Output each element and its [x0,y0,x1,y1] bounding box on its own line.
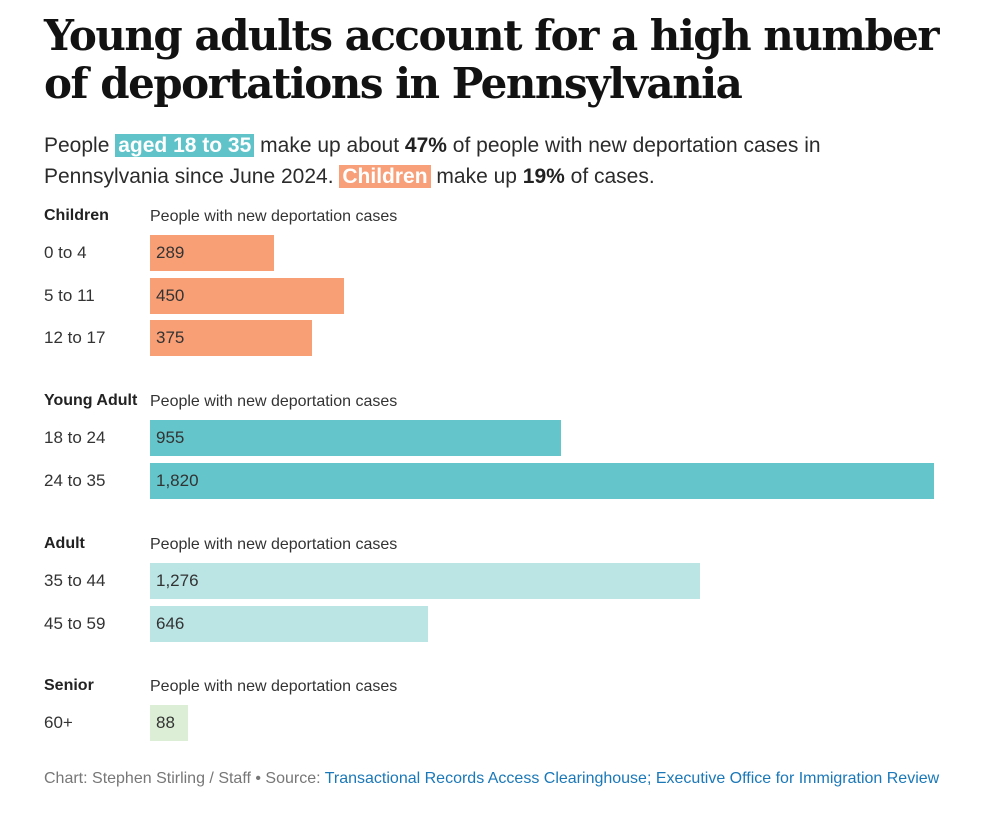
chart-footer: Chart: Stephen Stirling / Staff • Source… [44,768,944,789]
bar-24-to-35: 1,820 [150,462,934,499]
subtitle-stat-young: 47% [404,134,447,157]
bar-0-to-4: 289 [150,235,274,271]
highlight-young-adults: aged 18 to 35 [115,134,255,157]
bar-value-12-to-17: 375 [156,328,185,347]
row-label-45-to-59: 45 to 59 [44,613,106,633]
row-label-12-to-17: 12 to 17 [44,328,106,347]
bar-12-to-17: 375 [150,320,312,356]
bar-60: 88 [150,705,188,741]
row-label-24-to-35: 24 to 35 [44,470,106,490]
bar-value-0-to-4: 289 [156,243,185,262]
bar-18-to-24: 955 [150,420,561,456]
column-header-young-adult: People with new deportation cases [150,393,398,410]
column-header-children: People with new deportation cases [150,208,398,225]
row-label-18-to-24: 18 to 24 [44,428,106,447]
group-label-young-adult: Young Adult [44,392,138,409]
row-label-5-to-11: 5 to 11 [44,285,95,305]
bar-45-to-59: 646 [150,605,428,642]
bar-value-35-to-44: 1,276 [156,571,199,590]
subtitle-text-1: People [44,134,110,157]
bar-value-60: 88 [156,713,175,732]
row-label-0-to-4: 0 to 4 [44,243,87,262]
row-label-60: 60+ [44,713,73,732]
row-label-35-to-44: 35 to 44 [44,571,106,590]
subtitle-text-3: of people with new deportation cases in … [44,134,821,188]
credit-text: Chart: Stephen Stirling / Staff • Source… [44,770,321,787]
bar-35-to-44: 1,276 [150,563,700,599]
source-link[interactable]: Transactional Records Access Clearinghou… [324,770,940,787]
column-header-adult: People with new deportation cases [150,536,398,553]
subtitle-stat-children: 19% [522,165,565,188]
chart-subtitle: People aged 18 to 35 make up about 47% o… [44,130,944,192]
bar-value-18-to-24: 955 [156,428,185,447]
group-label-children: Children [44,207,109,224]
column-header-senior: People with new deportation cases [150,678,398,695]
highlight-children: Children [339,165,431,188]
bar-5-to-11: 450 [150,277,344,314]
bar-value-5-to-11: 450 [156,285,185,305]
chart-title: Young adults account for a high number o… [44,11,940,108]
group-label-adult: Adult [44,535,85,552]
group-label-senior: Senior [44,677,94,694]
subtitle-text-2: make up about [260,134,400,157]
bar-value-45-to-59: 646 [156,613,185,633]
subtitle-text-5: of cases. [570,165,655,188]
subtitle-text-4: make up [436,165,517,188]
bar-value-24-to-35: 1,820 [156,470,199,490]
